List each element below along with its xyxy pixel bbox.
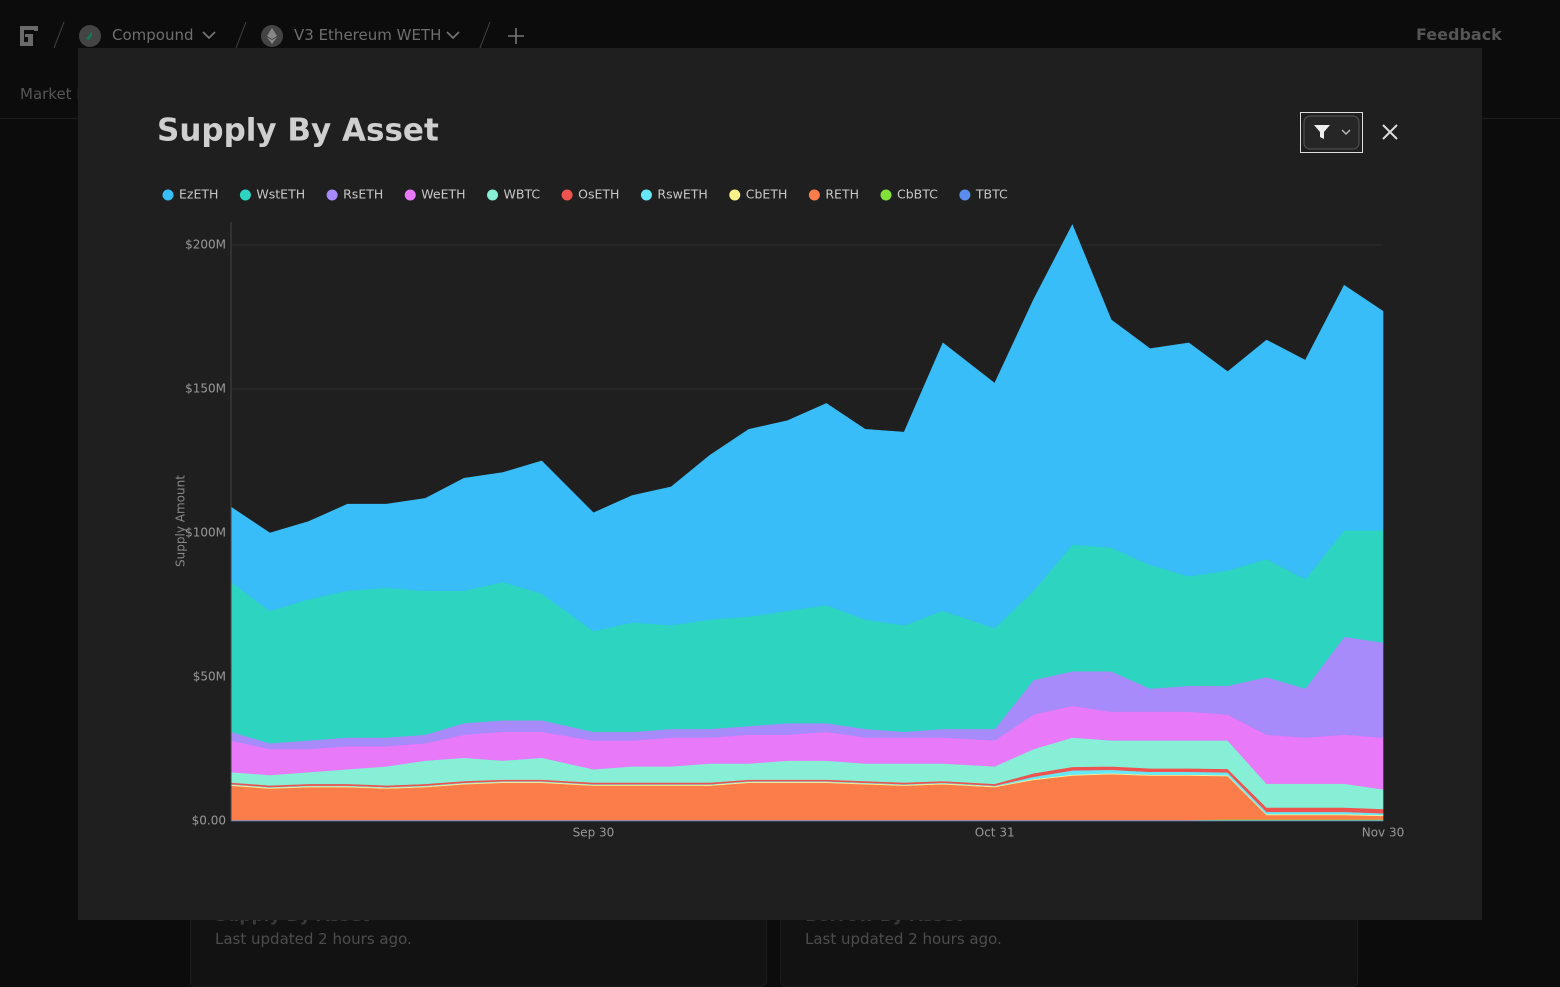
legend-item[interactable]: TBTC bbox=[959, 187, 1008, 202]
breadcrumb[interactable]: V3 Ethereum WETH bbox=[294, 26, 442, 44]
tab[interactable]: Market H bbox=[20, 85, 88, 103]
legend-item[interactable]: CbBTC bbox=[880, 187, 939, 202]
legend-dot bbox=[959, 189, 971, 201]
legend-dot bbox=[404, 189, 416, 201]
area bbox=[230, 224, 1384, 632]
legend-dot bbox=[487, 189, 499, 201]
legend-label: WBTC bbox=[504, 187, 541, 202]
chevron[interactable] bbox=[202, 30, 216, 40]
close-button[interactable] bbox=[1382, 124, 1398, 140]
legend-label: RswETH bbox=[657, 187, 707, 202]
legend-item[interactable]: OsETH bbox=[561, 187, 620, 202]
chart-title: Supply By Asset bbox=[157, 113, 439, 149]
legend-item[interactable]: CbETH bbox=[729, 187, 787, 202]
y-tick-label: $100M bbox=[185, 526, 226, 540]
legend-label: CbETH bbox=[746, 187, 788, 202]
separator bbox=[235, 21, 247, 49]
breadcrumb[interactable]: Compound bbox=[112, 26, 194, 44]
x-tick-label: Sep 30 bbox=[573, 826, 615, 840]
legend-item[interactable]: RsETH bbox=[326, 187, 384, 202]
legend-item[interactable]: RETH bbox=[808, 187, 859, 202]
legend-dot bbox=[239, 189, 251, 201]
legend-dot bbox=[561, 189, 573, 201]
y-tick-label: $0.00 bbox=[192, 814, 226, 828]
separator bbox=[479, 21, 491, 49]
legend-item[interactable]: WstETH bbox=[239, 187, 305, 202]
legend-item[interactable]: WBTC bbox=[487, 187, 540, 202]
legend-label: EzETH bbox=[179, 187, 218, 202]
legend-label: OsETH bbox=[578, 187, 619, 202]
logo[interactable] bbox=[18, 24, 42, 48]
filter-button[interactable] bbox=[1300, 112, 1363, 153]
chart: Supply By Asset Supply Amount $0.00 $50M $… bbox=[157, 112, 1405, 840]
legend-item[interactable]: RswETH bbox=[640, 187, 708, 202]
compound-icon bbox=[79, 25, 101, 47]
legend-dot bbox=[326, 189, 338, 201]
y-tick-label: $50M bbox=[193, 670, 226, 684]
separator bbox=[53, 21, 65, 49]
legend-dot bbox=[808, 189, 820, 201]
legend-label: RsETH bbox=[343, 187, 383, 202]
eth-icon bbox=[261, 25, 283, 47]
x-tick-label: Oct 31 bbox=[975, 826, 1015, 840]
chevron[interactable] bbox=[446, 30, 460, 40]
legend-dot bbox=[640, 189, 652, 201]
legend-dot bbox=[729, 189, 741, 201]
x-tick-label: Nov 30 bbox=[1362, 826, 1405, 840]
legend-label: TBTC bbox=[975, 187, 1008, 202]
card-updated: Last updated 2 hours ago. bbox=[215, 930, 412, 948]
legend-dot bbox=[880, 189, 892, 201]
card-updated: Last updated 2 hours ago. bbox=[805, 930, 1002, 948]
top-nav: Compound V3 Ethereum WETH Feedback Marke… bbox=[0, 0, 1560, 119]
legend-dot bbox=[162, 189, 174, 201]
legend-label: WeETH bbox=[421, 187, 465, 202]
legend-label: RETH bbox=[825, 187, 859, 202]
y-axis-label: Supply Amount bbox=[174, 475, 188, 567]
legend-label: CbBTC bbox=[897, 187, 938, 202]
y-tick-label: $200M bbox=[185, 238, 226, 252]
legend-label: WstETH bbox=[256, 187, 305, 202]
legend-item[interactable]: WeETH bbox=[404, 187, 466, 202]
modal: Supply By Asset Supply Amount $0.00 $50M $… bbox=[78, 48, 1482, 920]
y-tick-label: $150M bbox=[185, 382, 226, 396]
feedback-link[interactable]: Feedback bbox=[1416, 25, 1502, 44]
legend-item[interactable]: EzETH bbox=[162, 187, 219, 202]
add-button[interactable] bbox=[506, 26, 526, 46]
